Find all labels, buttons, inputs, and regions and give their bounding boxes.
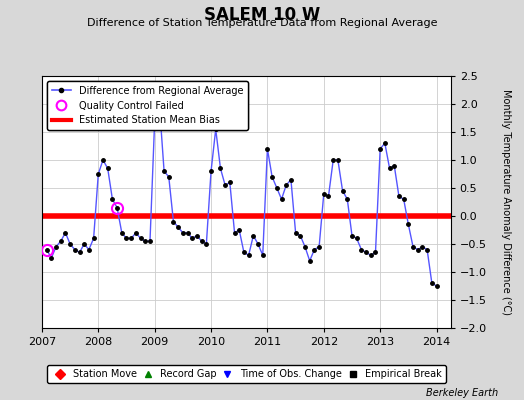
Legend: Station Move, Record Gap, Time of Obs. Change, Empirical Break: Station Move, Record Gap, Time of Obs. C… <box>47 365 446 383</box>
Difference from Regional Average <box>156 102 162 106</box>
Text: Berkeley Earth: Berkeley Earth <box>425 388 498 398</box>
Difference from Regional Average <box>67 242 73 246</box>
Difference from Regional Average <box>363 250 369 255</box>
Line: Quality Control Failed: Quality Control Failed <box>41 202 123 255</box>
Quality Control Failed <box>43 247 50 252</box>
Line: Difference from Regional Average: Difference from Regional Average <box>45 102 438 288</box>
Difference from Regional Average <box>222 183 228 188</box>
Text: SALEM 10 W: SALEM 10 W <box>204 6 320 24</box>
Difference from Regional Average <box>241 250 247 255</box>
Quality Control Failed <box>114 205 120 210</box>
Difference from Regional Average <box>48 256 54 260</box>
Legend: Difference from Regional Average, Quality Control Failed, Estimated Station Mean: Difference from Regional Average, Qualit… <box>47 81 248 130</box>
Difference from Regional Average <box>433 284 440 288</box>
Difference from Regional Average <box>344 197 351 202</box>
Y-axis label: Monthly Temperature Anomaly Difference (°C): Monthly Temperature Anomaly Difference (… <box>500 89 511 315</box>
Difference from Regional Average <box>43 247 50 252</box>
Text: Difference of Station Temperature Data from Regional Average: Difference of Station Temperature Data f… <box>87 18 437 28</box>
